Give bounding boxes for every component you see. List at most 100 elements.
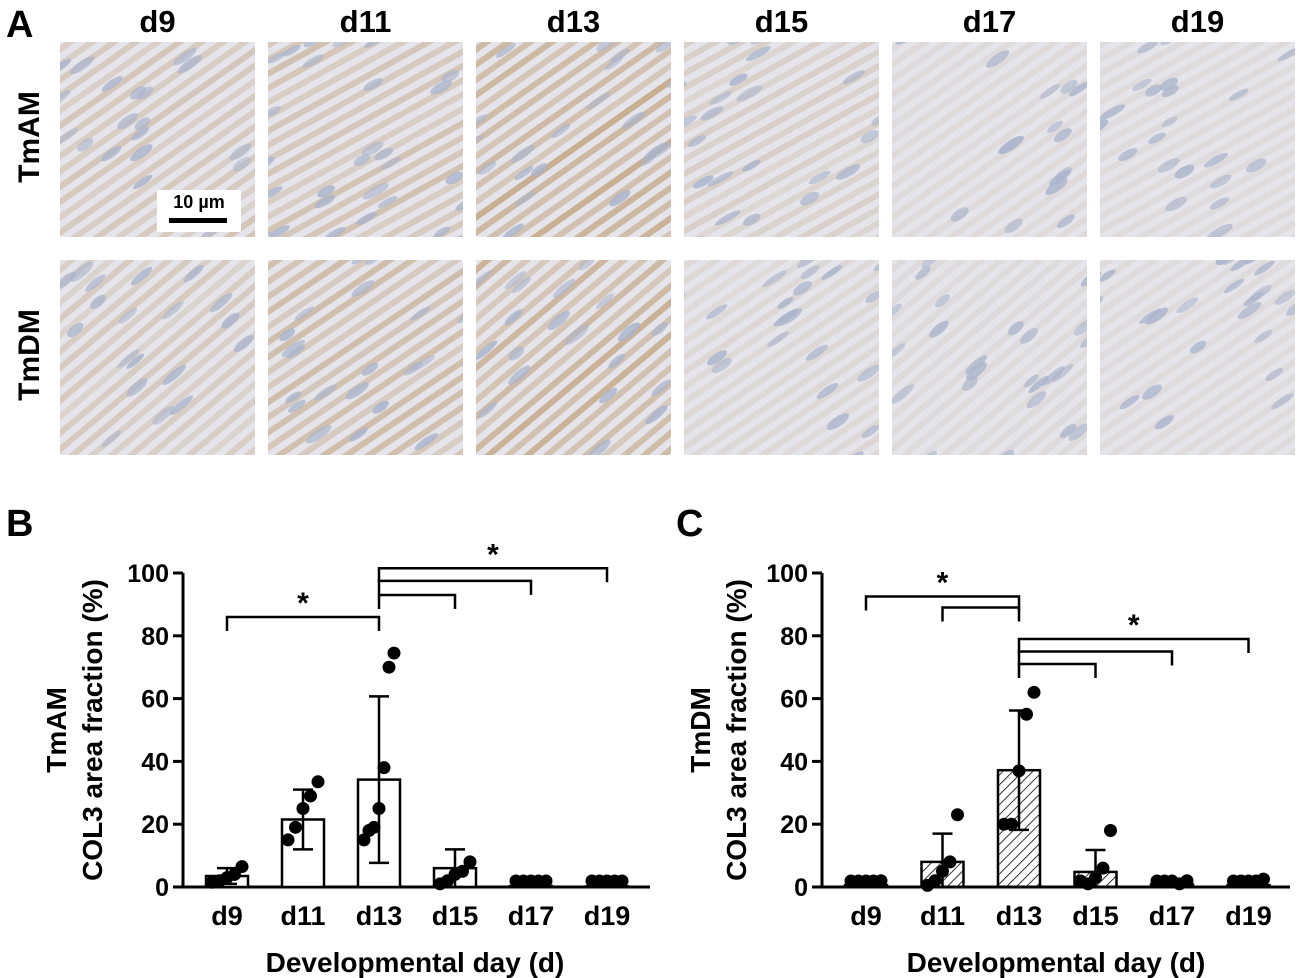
data-point-d13 bbox=[387, 646, 401, 660]
data-point-d9 bbox=[235, 860, 249, 874]
data-point-d13 bbox=[372, 802, 386, 815]
micrograph-tmam-d19 bbox=[1100, 42, 1295, 237]
data-point-d13 bbox=[1020, 707, 1033, 721]
scale-bar-label: 10 µm bbox=[173, 192, 225, 212]
y-tick-label: 40 bbox=[780, 748, 808, 776]
data-point-d11 bbox=[936, 864, 949, 878]
significance-bracket bbox=[1017, 650, 1174, 666]
y-axis-label: COL3 area fraction (%) bbox=[77, 579, 108, 881]
significance-star: * bbox=[487, 538, 499, 571]
data-point-d11 bbox=[304, 789, 317, 803]
significance-bracket bbox=[1017, 662, 1097, 679]
x-tick-label: d11 bbox=[280, 901, 325, 931]
data-point-d19 bbox=[615, 874, 629, 888]
data-point-d11 bbox=[951, 808, 964, 822]
chart-b: 0 20 40 60 80 100 d9 d11 d13 d15 d17 d19 * * Developme… bbox=[41, 538, 650, 978]
data-point-d19 bbox=[1257, 872, 1270, 886]
micrograph-tmam-d15 bbox=[684, 42, 879, 237]
day-header: d15 bbox=[754, 4, 809, 39]
data-point-d11 bbox=[943, 855, 957, 869]
micrograph-tmdm-d9 bbox=[60, 260, 255, 455]
x-tick-label: d9 bbox=[211, 901, 243, 931]
day-header: d11 bbox=[339, 4, 392, 39]
y-tick-label: 0 bbox=[155, 874, 169, 902]
significance-bracket bbox=[377, 567, 609, 583]
micrograph-tmdm-d15 bbox=[684, 260, 879, 455]
data-point-d9 bbox=[874, 874, 888, 888]
data-point-d11 bbox=[296, 802, 310, 815]
data-point-d13 bbox=[367, 820, 381, 834]
day-header: d19 bbox=[1170, 4, 1225, 39]
data-point-d15 bbox=[1089, 871, 1102, 885]
micrograph-tmam-d17 bbox=[892, 42, 1087, 237]
y-axis-label: COL3 area fraction (%) bbox=[721, 579, 752, 881]
y-tick-label: 80 bbox=[141, 623, 169, 651]
micrograph-tmdm-d13 bbox=[476, 260, 671, 455]
y-tick-label: 20 bbox=[780, 811, 808, 839]
data-point-d13 bbox=[1005, 817, 1018, 831]
data-point-d17 bbox=[539, 874, 553, 888]
panel-label-a: A bbox=[6, 4, 34, 46]
x-tick-label: d13 bbox=[356, 901, 403, 931]
significance-bracket bbox=[377, 579, 533, 595]
x-axis-label: Developmental day (d) bbox=[266, 947, 565, 978]
significance-star: * bbox=[297, 587, 309, 620]
panel-label-b: B bbox=[6, 503, 34, 545]
data-point-d13 bbox=[377, 761, 391, 775]
data-point-d11 bbox=[311, 775, 325, 789]
day-header: d13 bbox=[546, 4, 601, 39]
micrograph-tmdm-d11 bbox=[268, 260, 463, 455]
data-point-d11 bbox=[928, 874, 942, 888]
row-label-tmam: TmAM bbox=[13, 91, 46, 183]
significance-bracket bbox=[941, 606, 1021, 622]
data-point-d15 bbox=[456, 864, 469, 878]
x-tick-label: d17 bbox=[1149, 901, 1196, 931]
y-axis-label-group: TmDM bbox=[685, 687, 716, 773]
y-tick-label: 100 bbox=[766, 560, 808, 588]
significance-star: * bbox=[937, 567, 949, 600]
micrograph-tmam-d13 bbox=[476, 42, 671, 237]
data-point-d13 bbox=[1027, 685, 1041, 699]
data-point-d15 bbox=[463, 855, 477, 869]
data-point-d11 bbox=[281, 833, 295, 847]
row-label-tmdm: TmDM bbox=[13, 309, 46, 401]
day-header: d9 bbox=[139, 4, 176, 39]
significance-bracket bbox=[864, 595, 1021, 611]
y-axis-label-group: TmAM bbox=[41, 687, 72, 773]
x-tick-label: d19 bbox=[584, 901, 631, 931]
micrograph-tmdm-d17 bbox=[892, 260, 1087, 455]
x-tick-label: d9 bbox=[850, 901, 882, 931]
y-tick-label: 0 bbox=[794, 874, 808, 902]
data-point-d15 bbox=[1104, 823, 1117, 837]
x-tick-label: d15 bbox=[432, 901, 479, 931]
data-point-d17 bbox=[1180, 874, 1194, 888]
x-tick-label: d19 bbox=[1225, 901, 1272, 931]
y-tick-label: 60 bbox=[141, 686, 169, 714]
x-tick-label: d11 bbox=[920, 901, 965, 931]
x-tick-label: d15 bbox=[1072, 901, 1119, 931]
y-tick-label: 40 bbox=[141, 748, 169, 776]
panel-label-c: C bbox=[676, 503, 704, 545]
x-tick-label: d17 bbox=[508, 901, 555, 931]
y-tick-label: 20 bbox=[141, 811, 169, 839]
data-point-d11 bbox=[289, 820, 302, 834]
x-axis-label: Developmental day (d) bbox=[907, 947, 1206, 978]
micrograph-tmam-d9 bbox=[60, 42, 255, 237]
y-tick-label: 100 bbox=[127, 560, 169, 588]
data-point-d13 bbox=[1012, 764, 1026, 778]
significance-bracket bbox=[377, 593, 457, 609]
x-tick-label: d13 bbox=[996, 901, 1043, 931]
micrograph-tmdm-d19 bbox=[1100, 260, 1295, 455]
significance-star: * bbox=[1128, 609, 1140, 642]
scale-bar: 10 µm bbox=[157, 190, 241, 232]
significance-bracket bbox=[1017, 637, 1250, 653]
data-point-d13 bbox=[382, 660, 396, 674]
micrograph-tmam-d11 bbox=[268, 42, 463, 237]
y-tick-label: 60 bbox=[780, 686, 808, 714]
day-header: d17 bbox=[962, 4, 1017, 39]
data-point-d15 bbox=[1096, 861, 1110, 875]
chart-c: 0 20 40 60 80 100 d9 d11 d13 d15 d17 d19 * * Developme… bbox=[685, 560, 1290, 978]
scale-bar-line bbox=[169, 218, 227, 223]
y-tick-label: 80 bbox=[780, 623, 808, 651]
significance-bracket bbox=[225, 615, 381, 631]
